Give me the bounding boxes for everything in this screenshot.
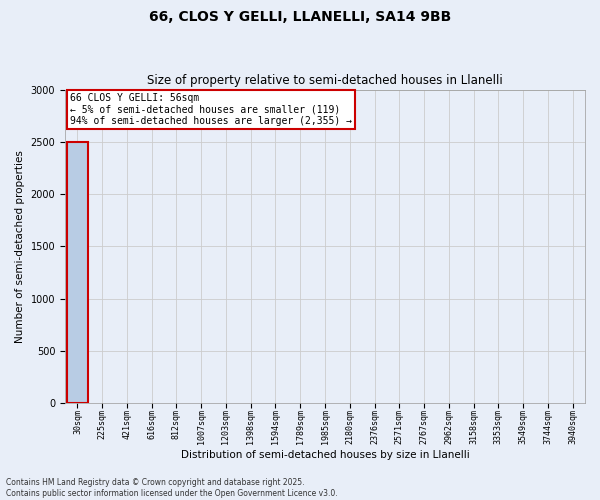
Text: 66 CLOS Y GELLI: 56sqm
← 5% of semi-detached houses are smaller (119)
94% of sem: 66 CLOS Y GELLI: 56sqm ← 5% of semi-deta… <box>70 92 352 126</box>
X-axis label: Distribution of semi-detached houses by size in Llanelli: Distribution of semi-detached houses by … <box>181 450 469 460</box>
Title: Size of property relative to semi-detached houses in Llanelli: Size of property relative to semi-detach… <box>147 74 503 87</box>
Text: 66, CLOS Y GELLI, LLANELLI, SA14 9BB: 66, CLOS Y GELLI, LLANELLI, SA14 9BB <box>149 10 451 24</box>
Text: Contains HM Land Registry data © Crown copyright and database right 2025.
Contai: Contains HM Land Registry data © Crown c… <box>6 478 338 498</box>
Y-axis label: Number of semi-detached properties: Number of semi-detached properties <box>15 150 25 343</box>
Bar <box>67 142 88 403</box>
Bar <box>92 402 113 403</box>
